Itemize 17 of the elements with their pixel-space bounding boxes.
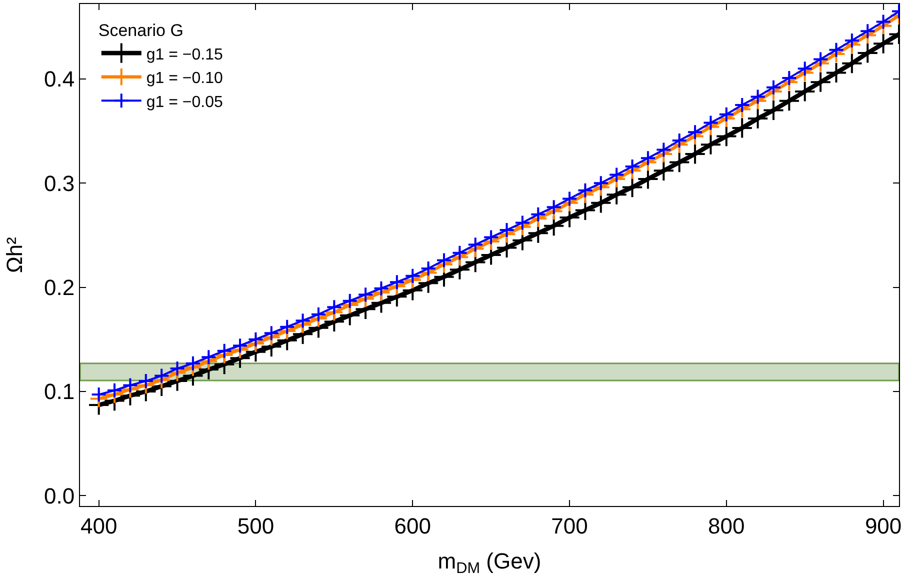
y-tick-label: 0.3 — [44, 170, 75, 196]
legend-label: g1 = −0.05 — [146, 94, 223, 111]
legend-label: g1 = −0.10 — [146, 70, 223, 88]
x-tick-label: 500 — [237, 513, 274, 538]
x-tick-label: 900 — [864, 513, 902, 538]
x-tick-label: 700 — [551, 513, 588, 538]
x-axis-title: m$_{DM}$ (Gev) — [438, 548, 542, 577]
x-tick-label: 600 — [394, 513, 431, 538]
y-tick-label: 0.1 — [44, 379, 75, 404]
legend-title: Scenario G — [98, 21, 184, 40]
y-tick-label: 0.0 — [44, 483, 75, 508]
x-tick-label: 800 — [708, 513, 745, 538]
y-axis-title: Ωh² — [2, 236, 27, 274]
x-tick-label: 400 — [80, 513, 118, 538]
y-tick-label: 0.2 — [44, 274, 75, 300]
y-tick-label: 0.4 — [44, 66, 75, 92]
legend-label: g1 = −0.15 — [146, 46, 223, 64]
